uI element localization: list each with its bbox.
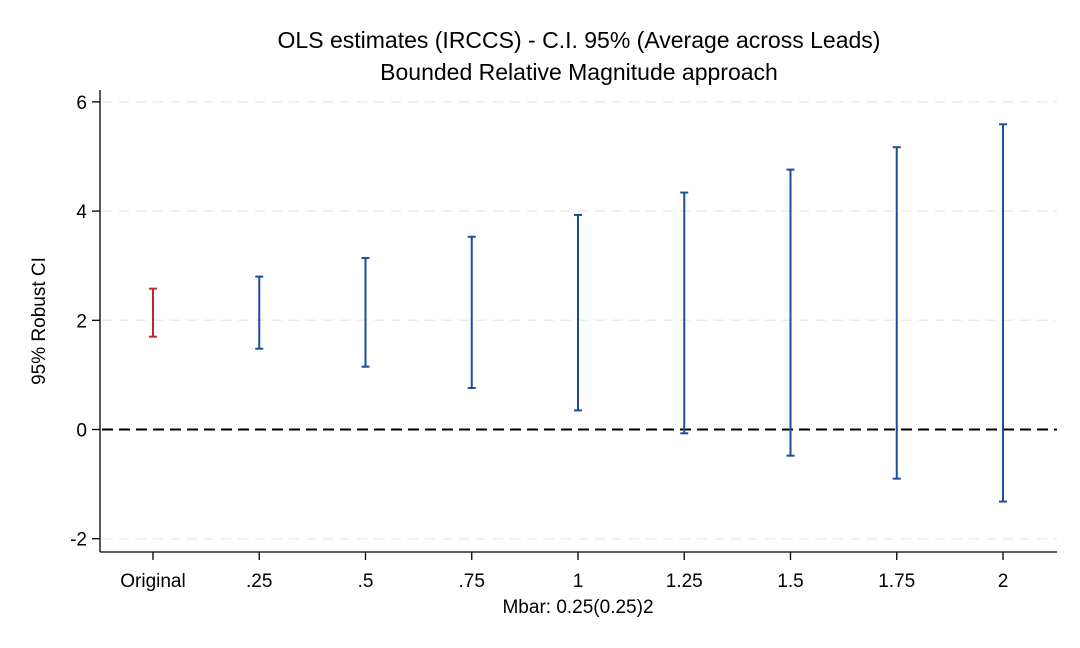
x-tick-label: 1.5	[777, 571, 803, 592]
x-tick-label: Original	[120, 571, 185, 592]
gridlines	[102, 101, 1057, 540]
x-tick-label: 2	[998, 571, 1009, 592]
x-tick-label: .25	[246, 571, 272, 592]
ci-interval-mbar-1p75	[892, 146, 901, 480]
x-tick-label: .75	[459, 571, 485, 592]
ci-interval-mbar-1p25	[680, 191, 689, 435]
ci-interval-mbar-p5	[361, 257, 370, 368]
y-tick-label: 6	[76, 93, 87, 114]
ci-intervals	[149, 123, 1007, 503]
chart-title: OLS estimates (IRCCS) - C.I. 95% (Averag…	[278, 27, 881, 53]
ci-interval-mbar-p75	[467, 235, 476, 390]
chart-subtitle: Bounded Relative Magnitude approach	[380, 59, 778, 85]
x-tick-label: 1.75	[878, 571, 915, 592]
y-tick-label: 2	[76, 311, 87, 332]
ci-interval-mbar-1	[574, 213, 582, 412]
x-axis-label: Mbar: 0.25(0.25)2	[502, 597, 653, 618]
x-ticks: Original .25 .5 .75 1 1.25 1.5 1.75 2	[120, 552, 1008, 592]
y-axis-label: 95% Robust CI	[29, 257, 50, 385]
x-tick-label: 1	[573, 571, 584, 592]
ci-interval-mbar-1p5	[786, 168, 795, 457]
y-tick-label: -2	[70, 530, 87, 551]
x-tick-label: .5	[358, 571, 374, 592]
ci-interval-mbar-p25	[255, 275, 264, 350]
ci-interval-original	[149, 287, 157, 338]
y-tick-label: 0	[76, 421, 87, 442]
y-ticks: -2 0 2 4 6	[70, 93, 100, 551]
y-tick-label: 4	[76, 202, 87, 223]
ci-interval-mbar-2	[999, 123, 1007, 503]
x-tick-label: 1.25	[666, 571, 703, 592]
